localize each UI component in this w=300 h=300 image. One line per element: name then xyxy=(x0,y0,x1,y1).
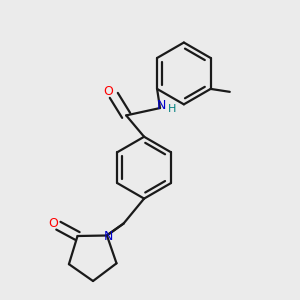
Text: N: N xyxy=(157,99,166,112)
Text: N: N xyxy=(104,230,113,244)
Text: O: O xyxy=(103,85,113,98)
Text: O: O xyxy=(48,217,58,230)
Text: H: H xyxy=(168,103,177,114)
